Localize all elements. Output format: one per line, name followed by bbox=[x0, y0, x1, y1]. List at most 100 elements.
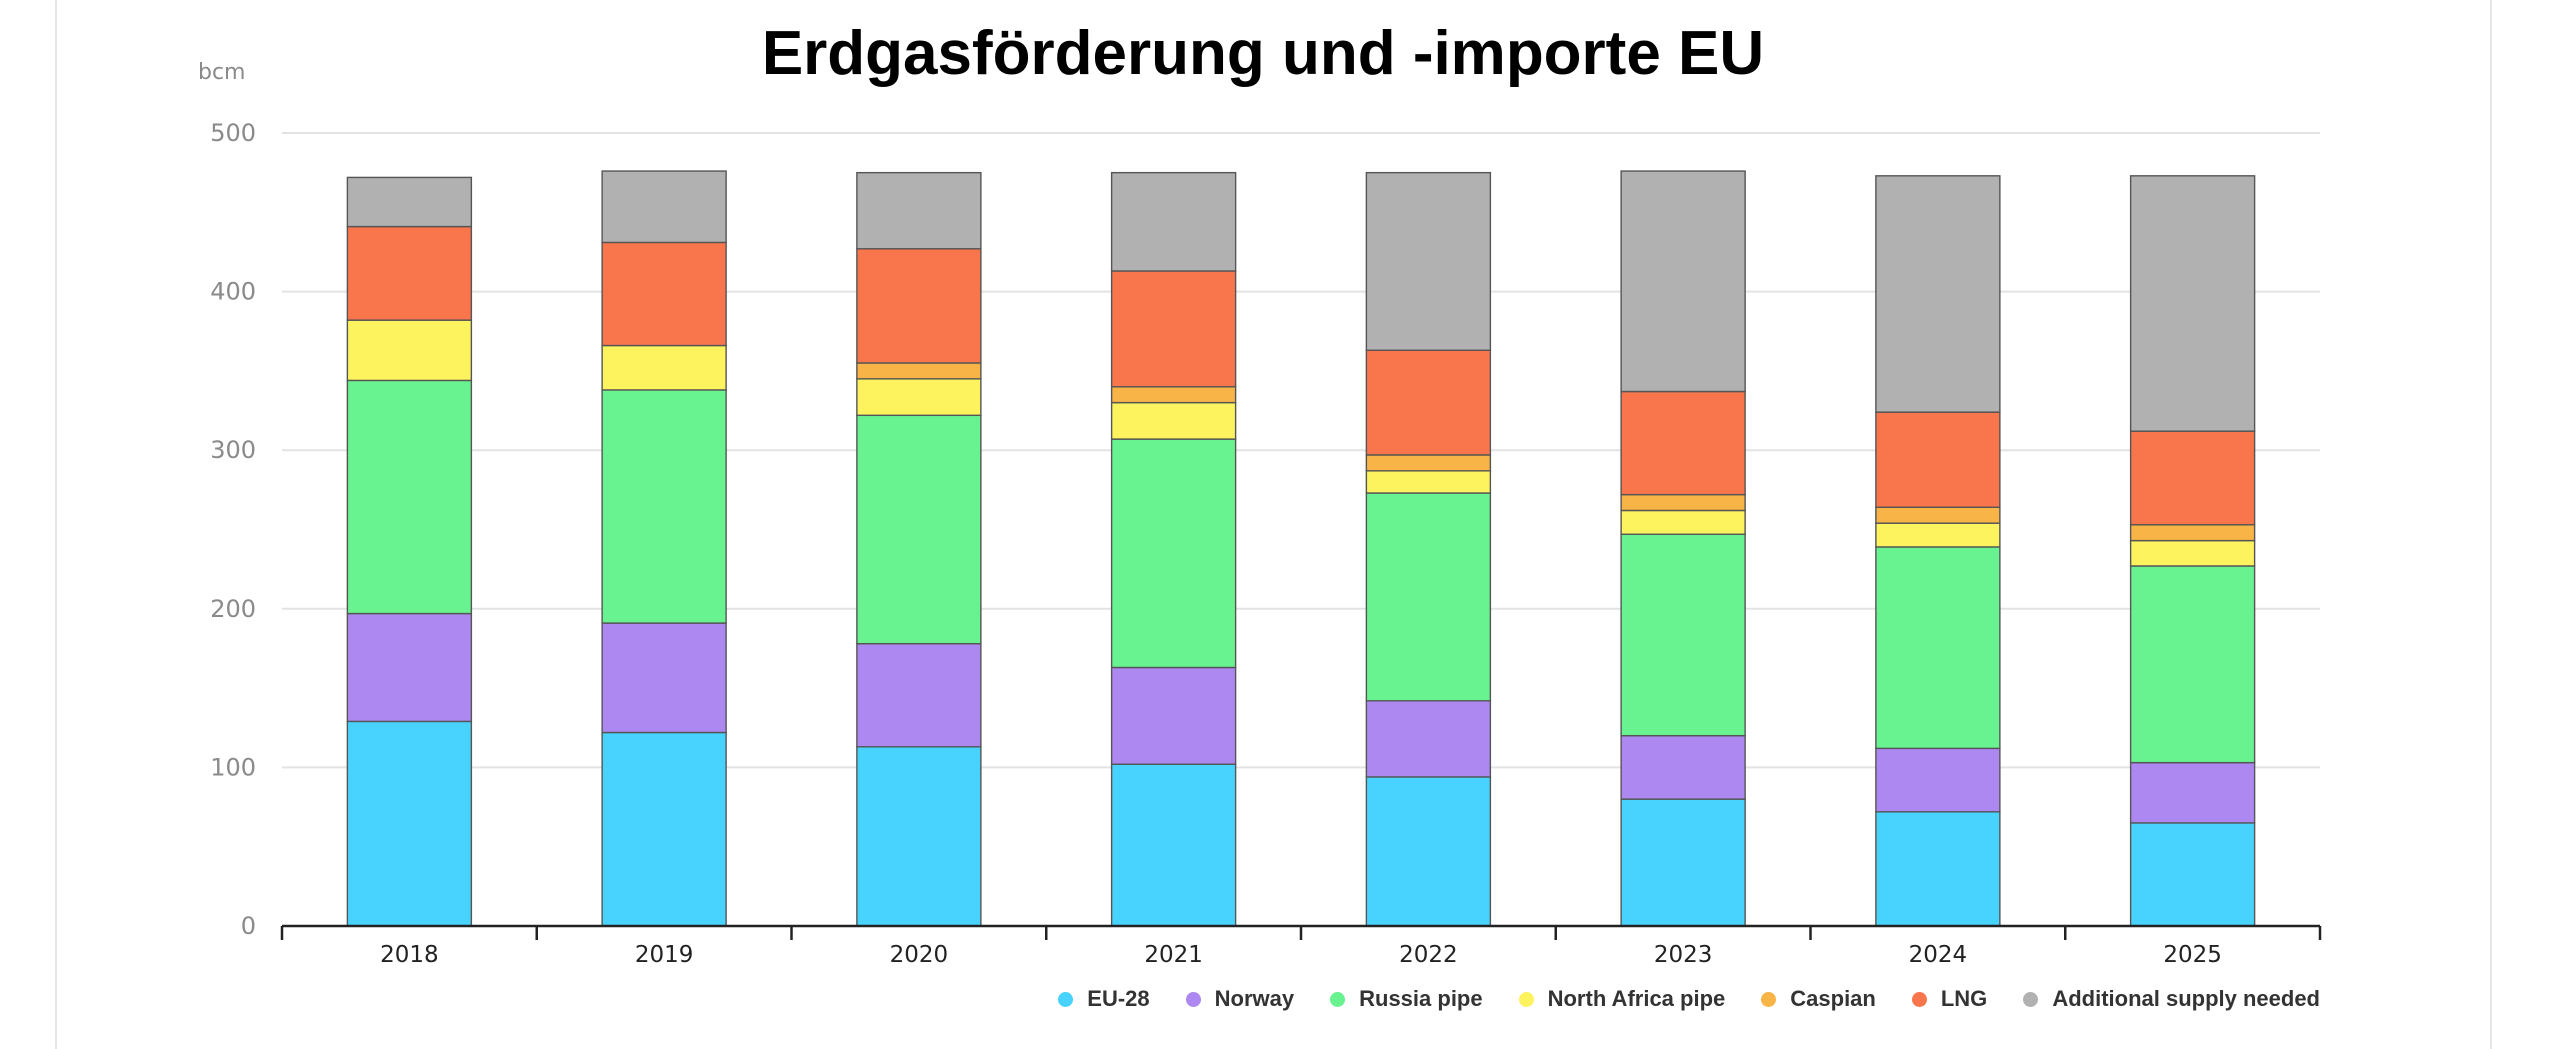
chart-title: Erdgasförderung und -importe EU bbox=[761, 19, 1765, 88]
bar-segment bbox=[1110, 438, 1237, 669]
legend-item: Russia pipe bbox=[1330, 986, 1483, 1012]
legend-item: Norway bbox=[1185, 986, 1295, 1012]
bar-segment bbox=[1365, 492, 1492, 702]
bar-segment bbox=[1365, 776, 1492, 927]
bar-segment bbox=[1365, 470, 1492, 494]
bar-stack-2020 bbox=[856, 171, 982, 927]
x-tick-label: 2025 bbox=[2163, 942, 2222, 968]
bar-segment bbox=[1875, 811, 2001, 927]
y-tick-label: 400 bbox=[210, 278, 256, 306]
bar-segment bbox=[2129, 539, 2256, 567]
bar-segment bbox=[601, 241, 727, 347]
legend-swatch bbox=[1185, 991, 1201, 1007]
legend-item: Additional supply needed bbox=[2023, 986, 2320, 1012]
bar-segment bbox=[1620, 734, 1746, 800]
bar-segment bbox=[2129, 761, 2256, 824]
frame-right-border bbox=[2490, 0, 2492, 1049]
bar-segment bbox=[601, 344, 727, 391]
x-tick-label: 2019 bbox=[635, 942, 694, 968]
bar-segment bbox=[346, 176, 473, 228]
y-axis-unit-label: bcm bbox=[198, 60, 246, 85]
x-tick-label: 2020 bbox=[890, 942, 949, 968]
y-tick-label: 500 bbox=[210, 119, 256, 147]
bar-segment bbox=[1620, 533, 1746, 737]
bar-segment bbox=[1875, 747, 2001, 813]
y-tick-label: 0 bbox=[241, 912, 256, 940]
bar-segment bbox=[1365, 171, 1492, 351]
legend-label: Additional supply needed bbox=[2052, 986, 2320, 1011]
bar-segment bbox=[1365, 454, 1492, 472]
grid-layer bbox=[282, 132, 2320, 769]
legend-swatch bbox=[1058, 991, 1074, 1007]
legend-label: LNG bbox=[1940, 986, 1988, 1011]
legend-swatch bbox=[2023, 991, 2039, 1007]
bar-segment bbox=[601, 389, 727, 624]
legend-swatch bbox=[1330, 991, 1346, 1007]
bar-segment bbox=[2129, 430, 2256, 526]
x-tick-label: 2024 bbox=[1909, 942, 1968, 968]
axis-layer: 0 100 200 300 400 500 2018 2019 2020 2021 2022 2023… bbox=[210, 119, 2322, 968]
bar-segment bbox=[1875, 522, 2001, 548]
bar-segment bbox=[346, 319, 473, 382]
bar-segment bbox=[2129, 822, 2256, 927]
bar-segment bbox=[1365, 349, 1492, 456]
bar-segment bbox=[1365, 700, 1492, 778]
y-tick-label: 300 bbox=[210, 436, 256, 464]
frame-left-border bbox=[55, 0, 57, 1049]
bar-segment bbox=[856, 414, 982, 645]
x-tick-label: 2021 bbox=[1144, 942, 1203, 968]
bar-segment bbox=[1620, 390, 1746, 496]
legend-item: EU-28 bbox=[1058, 986, 1150, 1012]
bar-segment bbox=[1110, 386, 1237, 404]
y-tick-label: 100 bbox=[210, 753, 256, 781]
legend-item: Caspian bbox=[1761, 986, 1876, 1012]
y-tick-label: 200 bbox=[210, 595, 256, 623]
bar-segment bbox=[1875, 411, 2001, 508]
x-tick-label: 2022 bbox=[1399, 942, 1458, 968]
legend-label: EU-28 bbox=[1087, 986, 1150, 1011]
bar-segment bbox=[1110, 171, 1237, 272]
bar-segment bbox=[1620, 509, 1746, 535]
bar-stack-2022 bbox=[1365, 171, 1492, 927]
bar-segment bbox=[1620, 798, 1746, 927]
bar-segment bbox=[856, 171, 982, 250]
bar-segment bbox=[1110, 666, 1237, 765]
legend-label: Caspian bbox=[1790, 986, 1876, 1011]
bar-segment bbox=[856, 248, 982, 364]
bar-segment bbox=[856, 362, 982, 380]
legend-swatch bbox=[1518, 991, 1534, 1007]
bar-segment bbox=[1110, 270, 1237, 388]
bars-layer bbox=[346, 170, 2256, 927]
legend-swatch bbox=[1761, 991, 1777, 1007]
bar-segment bbox=[856, 378, 982, 417]
bar-stack-2025 bbox=[2129, 175, 2256, 927]
bar-segment bbox=[346, 612, 473, 723]
bar-segment bbox=[2129, 175, 2256, 432]
bar-segment bbox=[346, 225, 473, 321]
bar-segment bbox=[1875, 175, 2001, 413]
bar-segment bbox=[2129, 565, 2256, 764]
legend-label: Russia pipe bbox=[1359, 986, 1483, 1011]
bar-segment bbox=[601, 622, 727, 734]
bar-segment bbox=[2129, 524, 2256, 542]
bar-stack-2023 bbox=[1620, 170, 1746, 927]
legend-item: North Africa pipe bbox=[1518, 986, 1726, 1012]
bar-stack-2018 bbox=[346, 176, 473, 927]
bar-segment bbox=[1875, 506, 2001, 524]
legend-label: Norway bbox=[1214, 986, 1295, 1011]
legend-label: North Africa pipe bbox=[1547, 986, 1726, 1011]
x-tick-label: 2023 bbox=[1654, 942, 1713, 968]
bar-segment bbox=[1620, 493, 1746, 512]
bar-segment bbox=[1620, 170, 1746, 393]
bar-segment bbox=[601, 170, 727, 244]
bar-stack-2019 bbox=[601, 170, 727, 927]
bar-segment bbox=[1875, 546, 2001, 750]
legend-item: LNG bbox=[1911, 986, 1988, 1012]
bar-segment bbox=[601, 731, 727, 927]
bar-segment bbox=[346, 720, 473, 927]
bar-segment bbox=[1110, 763, 1237, 927]
bar-stack-2021 bbox=[1110, 171, 1237, 927]
x-tick-label: 2018 bbox=[380, 942, 439, 968]
bar-segment bbox=[346, 379, 473, 615]
